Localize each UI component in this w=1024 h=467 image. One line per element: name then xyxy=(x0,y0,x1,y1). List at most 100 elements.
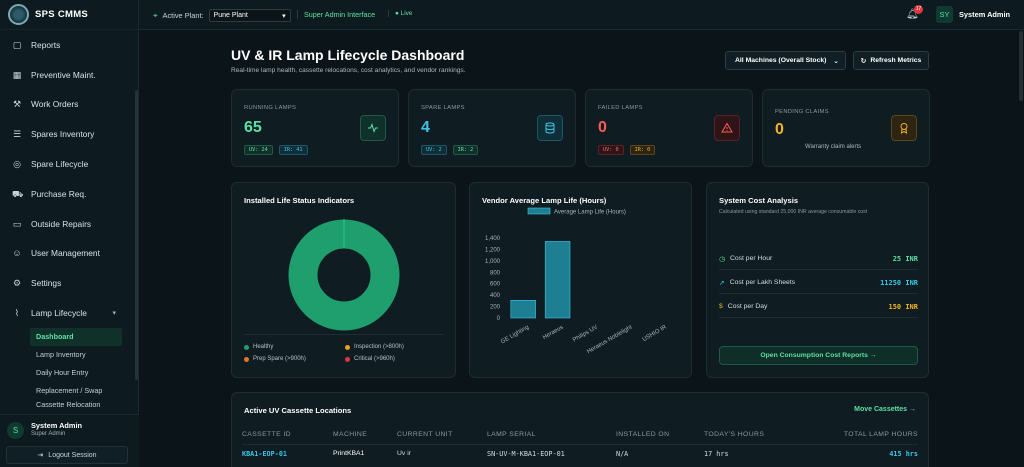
y-tick-label: 1,200 xyxy=(485,247,501,253)
brand[interactable]: SPS CMMS xyxy=(0,0,138,30)
chevron-down-icon: ⌄ xyxy=(833,57,839,65)
sidebar-subitem-daily-hour-entry[interactable]: Daily Hour Entry xyxy=(36,368,89,378)
sidebar: SPS CMMS ▢ Reports ▦ Preventive Maint. ⚒ Wo… xyxy=(0,0,139,467)
user-name: System Admin xyxy=(959,10,1011,19)
sidebar-submenu: Dashboard Lamp Inventory Daily Hour Entr… xyxy=(0,327,138,410)
plant-select-value: Pune Plant xyxy=(213,12,248,19)
lamp-serial-cell: SN-UV-M-KBA1-EOP-01 xyxy=(487,449,565,458)
cost-label: Cost per Day xyxy=(727,303,768,310)
refresh-button[interactable]: ↻ Refresh Metrics xyxy=(853,51,929,70)
sidebar-item-label: Settings xyxy=(31,278,62,289)
legend-inspection: Inspection (>800h) xyxy=(345,344,404,350)
top-bar: ⌖ Active Plant: Pune Plant ▾ Super Admin … xyxy=(139,0,1024,30)
kpi-failed-lamps: FAILED LAMPS 0 UV: 0 IR: 0 xyxy=(585,89,753,167)
live-indicator: ● Live xyxy=(388,10,412,17)
sidebar-item-users[interactable]: ☺ User Management xyxy=(0,239,138,269)
move-cassettes-link[interactable]: Move Cassettes → xyxy=(854,406,916,413)
unit-cell: Uv ir xyxy=(397,450,411,458)
compass-icon: ◎ xyxy=(13,159,21,170)
open-cost-reports-button[interactable]: Open Consumption Cost Reports → xyxy=(719,346,918,365)
legend-label: Average Lamp Life (Hours) xyxy=(554,210,626,216)
user-menu[interactable]: SY System Admin xyxy=(936,6,1010,23)
cassette-id[interactable]: KBA1-EOP-01 xyxy=(242,449,288,458)
kpi-subtext: Warranty claim alerts xyxy=(805,144,862,150)
column-header[interactable]: TODAY'S HOURS xyxy=(704,426,814,445)
x-tick-label: Heraeus xyxy=(542,325,565,342)
sidebar-subitem-replacement[interactable]: Replacement / Swap xyxy=(36,386,103,396)
wrench-icon: ⚒ xyxy=(12,99,22,110)
award-icon xyxy=(891,115,917,141)
column-header[interactable]: LAMP SERIAL xyxy=(487,426,616,445)
kpi-value: 4 xyxy=(421,119,430,136)
cassette-panel: Active UV Cassette Locations Move Casset… xyxy=(231,392,929,467)
kpi-value: 0 xyxy=(598,119,607,136)
uv-count-tag: UV: 24 xyxy=(244,145,273,155)
location-pin-icon: ⌖ xyxy=(153,10,158,20)
vendor-chart-panel: Vendor Average Lamp Life (Hours) Average… xyxy=(469,182,692,378)
y-tick-label: 1,000 xyxy=(485,259,501,265)
sidebar-group-lamp-lifecycle[interactable]: ⌇ Lamp Lifecycle ▾ xyxy=(0,298,138,328)
sidebar-item-label: Spares Inventory xyxy=(31,129,95,140)
logout-label: Logout Session xyxy=(48,451,97,459)
sidebar-group-label: Lamp Lifecycle xyxy=(31,308,87,319)
refresh-icon: ↻ xyxy=(860,57,867,65)
cart-icon: ⛟ xyxy=(12,188,24,199)
column-header[interactable]: CURRENT UNIT xyxy=(397,426,487,445)
main-scrollbar[interactable] xyxy=(1019,31,1023,101)
table-row[interactable]: KBA1-EOP-01 PrintKBA1 Uv ir SN-UV-M-KBA1… xyxy=(242,444,918,463)
logout-button[interactable]: ⇥ Logout Session xyxy=(6,446,128,464)
legend-label: Healthy xyxy=(253,344,274,350)
avatar: S xyxy=(7,422,24,439)
column-header[interactable]: MACHINE xyxy=(333,426,397,445)
kpi-running-lamps: RUNNING LAMPS 65 UV: 24 IR: 41 xyxy=(231,89,399,167)
sidebar-subitem-lamp-inventory[interactable]: Lamp Inventory xyxy=(36,350,86,360)
sidebar-item-work-orders[interactable]: ⚒ Work Orders xyxy=(0,90,138,120)
user-icon: ☺ xyxy=(12,248,22,259)
ir-count-tag: IR: 2 xyxy=(452,145,479,155)
plant-select[interactable]: Pune Plant ▾ xyxy=(208,9,291,22)
vendor-bar-chart: Average Lamp Life (Hours) 1,400 1,200 1,000… xyxy=(485,207,668,355)
sidebar-user-card: S System Admin Super Admin ⇥ Logout Sessi… xyxy=(0,414,139,467)
sidebar-subitem-cassette-relocation[interactable]: Cassette Relocation xyxy=(36,399,101,409)
sidebar-item-label: User Management xyxy=(31,248,100,259)
y-tick-label: 800 xyxy=(490,270,501,276)
sidebar-item-settings[interactable]: ⚙ Settings xyxy=(0,268,138,298)
sidebar-item-spares-inventory[interactable]: ☰ Spares Inventory xyxy=(0,119,138,149)
refresh-label: Refresh Metrics xyxy=(870,57,922,64)
column-header[interactable]: TOTAL LAMP HOURS xyxy=(814,426,918,445)
legend-healthy: Healthy xyxy=(244,344,273,350)
cost-row-hour: ◷ Cost per Hour 25 INR xyxy=(719,248,918,270)
notification-badge: 17 xyxy=(914,5,923,14)
clock-icon: ◷ xyxy=(719,255,725,263)
kpi-value: 0 xyxy=(775,121,784,138)
ir-count-tag: IR: 0 xyxy=(629,145,656,155)
trend-icon: ↗ xyxy=(719,279,725,287)
legend-dot xyxy=(244,356,249,362)
avatar: SY xyxy=(936,6,953,23)
database-icon: ☰ xyxy=(12,129,22,140)
panel-subtitle: Calculated using standard 25,000 INR ave… xyxy=(719,209,868,215)
legend-dot xyxy=(345,344,350,350)
main-content: UV & IR Lamp Lifecycle Dashboard Real-ti… xyxy=(139,31,1024,467)
sidebar-item-label: Reports xyxy=(31,39,61,50)
file-icon: ▢ xyxy=(12,39,22,50)
notifications-button[interactable]: 🔔︎ 17 xyxy=(906,5,923,21)
kpi-spare-lamps: SPARE LAMPS 4 UV: 2 IR: 2 xyxy=(408,89,576,167)
column-header[interactable]: INSTALLED ON xyxy=(616,426,704,445)
cost-value: 25 INR xyxy=(892,254,918,263)
sidebar-item-purchase[interactable]: ⛟ Purchase Req. xyxy=(0,179,138,209)
active-plant: ⌖ Active Plant: Pune Plant ▾ xyxy=(153,9,291,22)
sidebar-subitem-dashboard[interactable]: Dashboard xyxy=(30,327,122,346)
kpi-pending-claims: PENDING CLAIMS 0 Warranty claim alerts xyxy=(762,89,930,167)
sidebar-scrollbar[interactable] xyxy=(135,90,138,380)
legend-divider xyxy=(244,334,444,335)
cost-panel: System Cost Analysis Calculated using st… xyxy=(706,182,929,378)
sidebar-item-spare-lifecycle[interactable]: ◎ Spare Lifecycle xyxy=(0,149,138,179)
kpi-label: RUNNING LAMPS xyxy=(244,105,297,111)
sidebar-item-preventive[interactable]: ▦ Preventive Maint. xyxy=(0,60,138,90)
todays-hours-cell: 17 hrs xyxy=(704,449,729,458)
column-header[interactable]: CASSETTE ID xyxy=(242,426,333,445)
sidebar-item-outside-repairs[interactable]: ▭ Outside Repairs xyxy=(0,209,138,239)
machine-filter-select[interactable]: All Machines (Overall Stock) ⌄ xyxy=(725,51,846,70)
sidebar-item-reports[interactable]: ▢ Reports xyxy=(0,30,138,60)
